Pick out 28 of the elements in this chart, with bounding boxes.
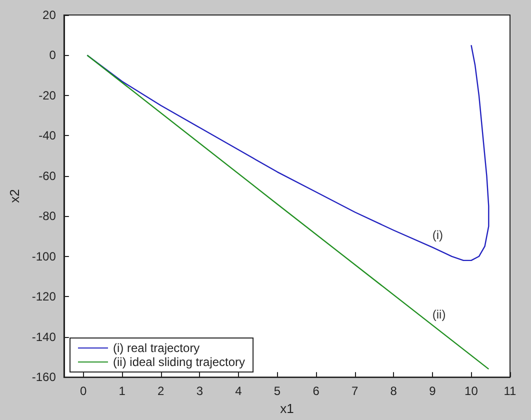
x-tick-label: 6 (312, 384, 320, 398)
annotation: (ii) (432, 307, 446, 322)
y-tick-label: -20 (38, 88, 56, 102)
y-tick-label: 20 (42, 8, 56, 22)
y-tick-label: -160 (32, 370, 56, 384)
y-tick-label: -40 (38, 128, 56, 143)
x-tick-label: 0 (80, 384, 87, 398)
x-tick-label: 10 (464, 384, 478, 398)
y-tick-label: -100 (32, 249, 56, 264)
y-tick-label: 0 (49, 48, 56, 62)
y-tick-label: -140 (32, 330, 56, 344)
legend-label: (i) real trajectory (113, 341, 200, 355)
x-tick-label: 4 (235, 384, 242, 398)
x-tick-label: 8 (390, 384, 398, 398)
legend-label: (ii) ideal sliding trajectory (113, 355, 246, 369)
x-tick-label: 5 (274, 384, 281, 398)
x-tick-label: 2 (158, 384, 165, 398)
x-tick-label: 9 (429, 384, 436, 398)
x-tick-label: 7 (351, 384, 358, 398)
x-tick-label: 11 (504, 384, 517, 398)
y-axis-title: x2 (7, 189, 22, 203)
y-tick-label: -80 (38, 209, 56, 224)
y-tick-label: -120 (32, 290, 56, 304)
y-tick-label: -60 (38, 168, 56, 183)
x-tick-label: 3 (196, 384, 204, 398)
x-tick-label: 1 (118, 384, 126, 398)
annotation: (i) (432, 228, 444, 242)
x-axis-title: x1 (280, 401, 294, 416)
